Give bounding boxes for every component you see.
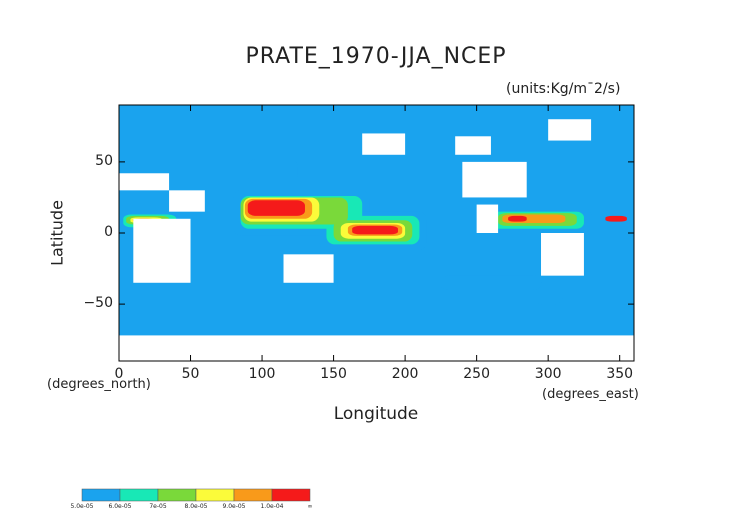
no-data-region-6 [476,204,499,233]
colorbar-swatch-0 [81,488,121,502]
colorbar-label: 9.0e-05 [222,503,246,510]
no-data-region-9 [119,335,634,361]
colorbar-label: ∞ [307,503,313,510]
x-tick-label: 50 [181,366,200,382]
colorbar-swatch-5 [271,488,311,502]
no-data-region-8 [548,119,592,141]
x-tick-label: 350 [606,366,634,382]
x-axis-label: Longitude [333,404,419,424]
no-data-region-5 [455,136,491,155]
x-tick-label: 100 [248,366,276,382]
colorbar-label: 1.0e-04 [260,503,284,510]
y-tick-label: 0 [104,224,113,240]
precip-zone-4 [533,282,563,305]
x-tick-label: 300 [534,366,562,382]
y-axis-label: Latitude [47,200,67,266]
x-tick-label: 150 [320,366,347,382]
precip-zone-6 [247,159,298,184]
colorbar-swatch-1 [119,488,159,502]
colorbar-swatch-2 [157,488,197,502]
colorbar-label: 5.0e-05 [70,503,94,510]
y-unit-label: (degrees_north) [47,377,151,392]
x-unit-label: (degrees_east) [542,387,639,402]
no-data-region-3 [283,254,334,283]
y-tick-label: 50 [95,152,113,169]
no-data-region-1 [169,190,205,212]
precip-zone-24 [508,215,527,222]
precip-zone-5 [440,275,542,290]
y-tick-label: −50 [83,295,113,312]
colorbar-label: 7e-05 [149,503,167,510]
no-data-region-4 [462,161,527,198]
no-data-region-0 [133,218,191,283]
no-data-layer [119,119,634,361]
axis-ticks [118,105,634,361]
colorbar-swatch-3 [195,488,235,502]
colorbar-label: 8.0e-05 [184,503,208,510]
colorbar-swatch-4 [233,488,273,502]
precip-zone-22 [352,225,398,235]
chart-title: PRATE_1970-JJA_NCEP [245,44,507,69]
colorbar [81,488,311,502]
x-tick-label: 0 [114,366,124,382]
units-label: (units:Kg/m¯2/s) [506,81,621,97]
no-data-region-7 [541,233,584,276]
precip-zone-21 [247,200,305,216]
x-tick-label: 250 [463,366,490,382]
no-data-region-10 [362,133,406,155]
colorbar-label: 6.0e-05 [108,503,132,510]
no-data-region-2 [119,173,170,191]
precip-zone-25 [605,215,627,222]
x-tick-label: 200 [391,366,419,382]
